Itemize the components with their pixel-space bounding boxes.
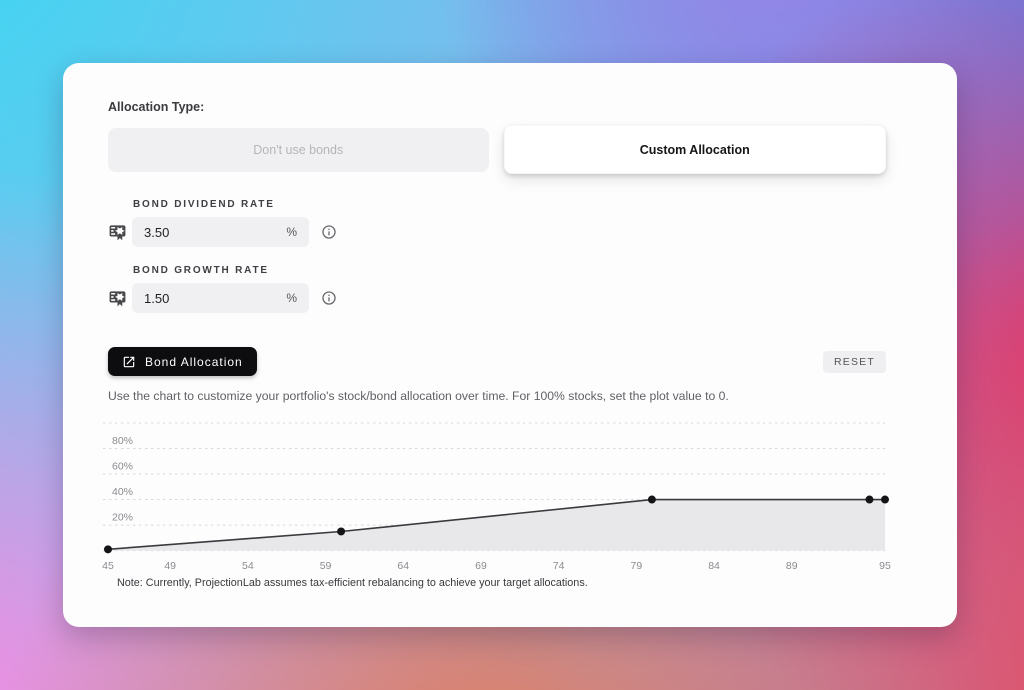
percent-suffix: % bbox=[286, 291, 297, 305]
bond-dividend-rate-label: BOND DIVIDEND RATE bbox=[133, 199, 275, 210]
bond-growth-rate-label: BOND GROWTH RATE bbox=[133, 265, 269, 276]
y-axis-tick-label: 80% bbox=[112, 435, 133, 447]
chart-point-handle[interactable] bbox=[647, 495, 656, 504]
chart-area-fill bbox=[108, 499, 885, 551]
x-axis-tick-label: 95 bbox=[879, 560, 891, 572]
x-axis-tick-label: 79 bbox=[631, 560, 643, 572]
y-axis-tick-label: 20% bbox=[112, 512, 133, 524]
reset-button[interactable]: RESET bbox=[822, 350, 886, 373]
bond-dividend-rate-value: 3.50 bbox=[144, 224, 170, 240]
rebalancing-note: Note: Currently, ProjectionLab assumes t… bbox=[117, 577, 588, 589]
x-axis-tick-label: 64 bbox=[397, 560, 409, 572]
allocation-settings-card: Allocation Type: Don't use bonds Custom … bbox=[63, 63, 957, 627]
allocation-type-label: Allocation Type: bbox=[108, 100, 205, 114]
allocation-type-toggle: Don't use bonds Custom Allocation bbox=[108, 125, 886, 174]
percent-suffix: % bbox=[286, 225, 297, 239]
x-axis-tick-label: 49 bbox=[164, 560, 176, 572]
allocation-chart-svg[interactable]: 20% 40% 60% 80% 45 49 54 59 64 69 74 79 84 89 95 bbox=[95, 417, 895, 575]
y-axis-tick-label: 40% bbox=[112, 486, 133, 498]
chart-help-text: Use the chart to customize your portfoli… bbox=[108, 389, 729, 403]
x-axis-tick-label: 74 bbox=[553, 560, 565, 572]
info-icon[interactable] bbox=[321, 224, 337, 240]
chart-point-handle[interactable] bbox=[865, 495, 874, 504]
info-icon[interactable] bbox=[321, 290, 337, 306]
bond-dividend-rate-row: 3.50 % bbox=[108, 217, 886, 247]
bond-growth-rate-value: 1.50 bbox=[144, 290, 170, 306]
dont-use-bonds-button[interactable]: Don't use bonds bbox=[108, 127, 489, 172]
bond-growth-rate-input[interactable]: 1.50 % bbox=[132, 283, 309, 313]
chart-point-handle[interactable] bbox=[881, 495, 889, 504]
x-axis-tick-label: 59 bbox=[320, 560, 332, 572]
chart-point-handle[interactable] bbox=[104, 545, 112, 554]
chart-actions-row: Bond Allocation RESET bbox=[108, 347, 886, 376]
bond-allocation-button-label: Bond Allocation bbox=[145, 354, 243, 369]
chart-point-handle[interactable] bbox=[337, 527, 346, 536]
x-axis-tick-label: 69 bbox=[475, 560, 487, 572]
bond-dividend-rate-input[interactable]: 3.50 % bbox=[132, 217, 309, 247]
x-axis-tick-label: 89 bbox=[786, 560, 798, 572]
x-axis-tick-label: 54 bbox=[242, 560, 254, 572]
open-in-new-icon bbox=[122, 355, 136, 369]
x-axis-tick-label: 84 bbox=[708, 560, 720, 572]
custom-allocation-button[interactable]: Custom Allocation bbox=[503, 125, 886, 174]
bond-growth-rate-row: 1.50 % bbox=[108, 283, 886, 313]
bond-allocation-button[interactable]: Bond Allocation bbox=[108, 347, 257, 376]
certificate-icon bbox=[108, 223, 127, 242]
y-axis-tick-label: 60% bbox=[112, 461, 133, 473]
certificate-icon bbox=[108, 289, 127, 308]
allocation-chart[interactable]: 20% 40% 60% 80% 45 49 54 59 64 69 74 79 84 89 95 bbox=[95, 417, 895, 575]
x-axis-tick-label: 45 bbox=[102, 560, 114, 572]
